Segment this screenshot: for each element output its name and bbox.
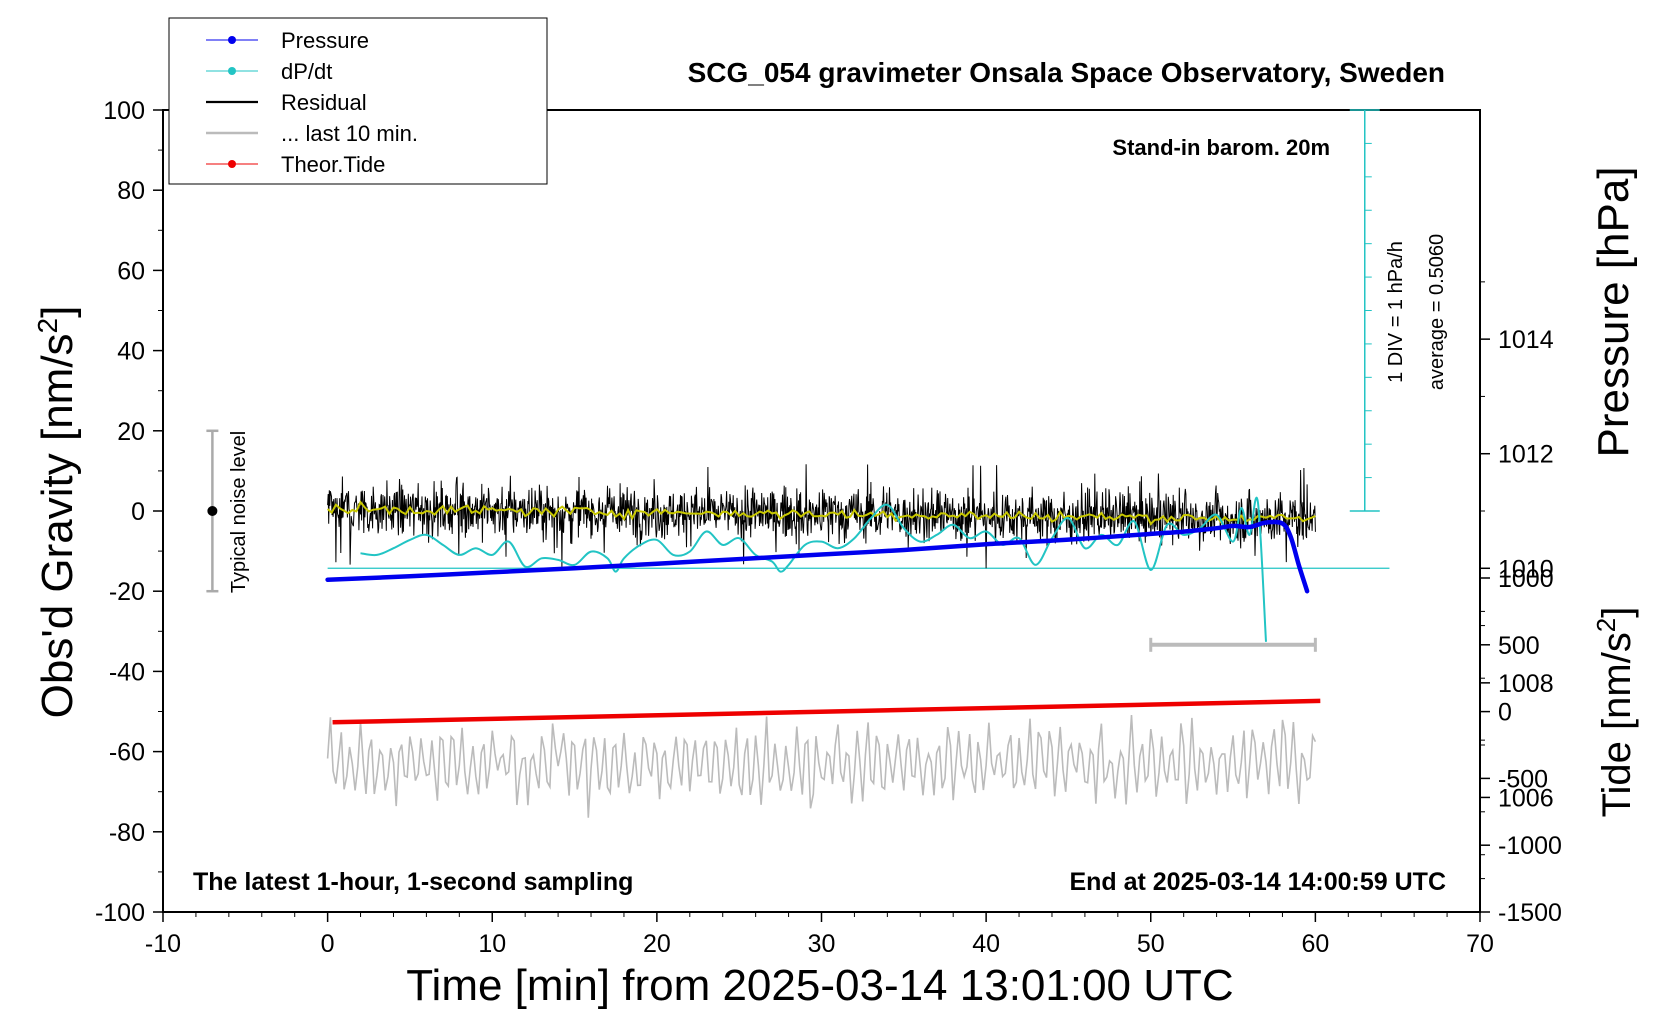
- tide-series-line: [332, 698, 1321, 725]
- x-tick-label: 60: [1301, 930, 1329, 958]
- legend-entry-label: Pressure: [281, 28, 369, 53]
- tide-tick-label: -1500: [1498, 899, 1562, 927]
- tide-tick-label: 0: [1498, 699, 1512, 727]
- y-axis-title-main: Obs'd Gravity [nm/s: [33, 333, 82, 718]
- legend-swatch-dot: [228, 160, 236, 168]
- y-tick-label: -20: [109, 578, 145, 606]
- x-tick-label: 10: [478, 930, 506, 958]
- x-tick-label: 0: [321, 930, 335, 958]
- x-tick-label: 40: [972, 930, 1000, 958]
- legend-swatch-dot: [228, 67, 236, 75]
- legend: Pressure dP/dt Residual ... last 10 min. The…: [168, 17, 548, 185]
- x-tick-label: 70: [1466, 930, 1494, 958]
- y-tick-label: -60: [109, 739, 145, 767]
- latest-sampling-label: The latest 1-hour, 1-second sampling: [193, 868, 633, 896]
- pressure-tick-label: 1014: [1498, 326, 1554, 354]
- y-axis-title-sup: 2: [32, 318, 63, 334]
- legend-items: Pressure dP/dt Residual ... last 10 min. The…: [206, 28, 418, 177]
- label-layer: -10 0 10 20 30 40 50 60 70100806040200-20-40-60-…: [95, 97, 1562, 958]
- x-tick-label: 50: [1137, 930, 1165, 958]
- dpdt-series-line: [360, 496, 1267, 642]
- tide-tick-label: 1000: [1498, 565, 1554, 593]
- end-at-label: End at 2025-03-14 14:00:59 UTC: [1069, 868, 1446, 896]
- y-tick-label: 80: [117, 177, 145, 205]
- legend-entry-label: ... last 10 min.: [281, 121, 418, 146]
- y-axis-title-tail: ]: [33, 306, 82, 318]
- y-tick-label: 100: [103, 97, 145, 125]
- scale-div-label: 1 DIV = 1 hPa/h: [1385, 241, 1407, 383]
- tide-axis-title-tail: ]: [1595, 607, 1639, 618]
- pressure-tick-label: 1010: [1498, 555, 1554, 583]
- y-tick-label: 60: [117, 257, 145, 285]
- y-tick-label: 20: [117, 418, 145, 446]
- tide-axis-title-sup: 2: [1591, 618, 1621, 632]
- legend-swatch-dot: [228, 36, 236, 44]
- y-axis-title: Obs'd Gravity [nm/s2]: [32, 306, 83, 719]
- chart-title: SCG_054 gravimeter Onsala Space Observat…: [688, 57, 1445, 88]
- pressure-tick-label: 1006: [1498, 784, 1554, 812]
- tide-tick-label: -1000: [1498, 832, 1562, 860]
- legend-entry-label: Residual: [281, 90, 367, 115]
- tide-tick-label: 500: [1498, 632, 1540, 660]
- x-tick-label: -10: [145, 930, 181, 958]
- pressure-series-line: [325, 519, 1310, 594]
- legend-entry-label: dP/dt: [281, 59, 332, 84]
- tide-axis-title-main: Tide [nm/s: [1595, 632, 1639, 817]
- x-tick-label: 30: [808, 930, 836, 958]
- pressure-axis-title: Pressure [hPa]: [1589, 166, 1638, 457]
- y-tick-label: 40: [117, 338, 145, 366]
- x-tick-label: 20: [643, 930, 671, 958]
- pressure-tick-label: 1008: [1498, 670, 1554, 698]
- residual-smoothed-line: [326, 500, 1316, 526]
- last10-series-line: [326, 714, 1317, 818]
- noise-level-label: Typical noise level: [228, 431, 250, 593]
- y-tick-label: -100: [95, 899, 145, 927]
- tick-layer: [153, 109, 1490, 922]
- tide-tick-label: -500: [1498, 765, 1548, 793]
- x-axis-title: Time [min] from 2025-03-14 13:01:00 UTC: [406, 961, 1233, 1010]
- y-tick-label: -80: [109, 819, 145, 847]
- pressure-tick-label: 1012: [1498, 441, 1554, 469]
- noise-bar-center-dot: [207, 506, 218, 516]
- y-tick-label: -40: [109, 658, 145, 686]
- series-layer: [206, 429, 1321, 818]
- tide-axis-title: Tide [nm/s2]: [1591, 607, 1639, 818]
- y-tick-label: 0: [131, 498, 145, 526]
- legend-entry-label: Theor.Tide: [281, 152, 385, 177]
- average-label: average = 0.5060: [1426, 234, 1448, 390]
- stand-in-label: Stand-in barom. 20m: [1112, 135, 1330, 160]
